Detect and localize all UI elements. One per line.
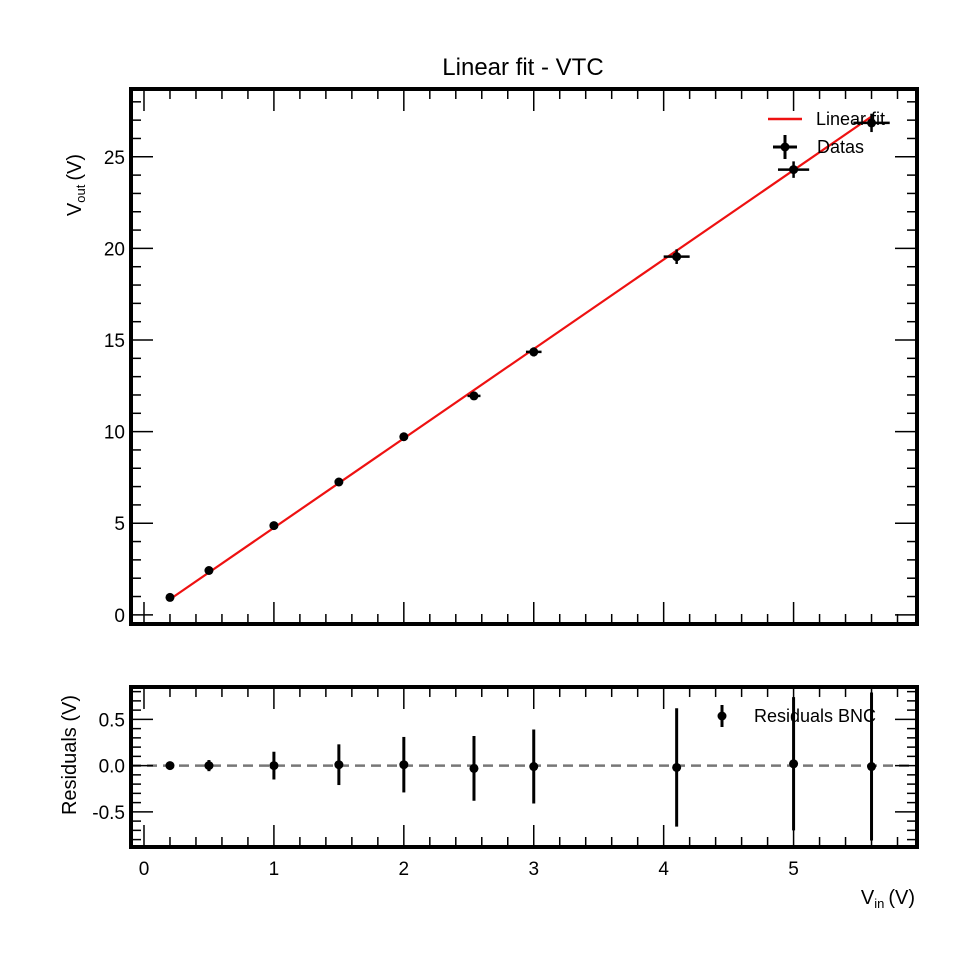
data-point-marker xyxy=(269,521,279,531)
legend-label-datas: Datas xyxy=(817,137,864,157)
data-point xyxy=(204,566,214,575)
data-point-marker xyxy=(204,566,214,575)
residuals-y-tick-labels: 0.5 0.0 -0.5 xyxy=(92,710,125,823)
fit-panel-y-tick-labels: 0 5 10 15 20 25 xyxy=(104,148,125,627)
residuals-panel-ticks xyxy=(131,687,917,847)
residual-point-marker xyxy=(789,759,799,769)
data-point xyxy=(334,477,344,487)
fit-line xyxy=(169,115,873,601)
legend-label-linear-fit: Linear fit xyxy=(816,109,885,129)
data-point xyxy=(269,521,279,531)
fit-panel-content xyxy=(165,113,890,602)
residual-point xyxy=(269,751,279,780)
residual-point xyxy=(867,692,877,841)
data-point xyxy=(165,592,175,602)
residual-point xyxy=(399,736,409,793)
y-axis-label: Vout(V) xyxy=(64,154,88,216)
y-tick-label: 10 xyxy=(104,423,125,444)
fit-panel-ticks xyxy=(131,89,917,624)
residuals-panel-frame xyxy=(129,685,919,849)
y-tick-label: 20 xyxy=(104,239,125,260)
data-point-marker xyxy=(867,118,877,128)
residual-point-marker xyxy=(334,760,344,770)
residual-point xyxy=(529,729,539,804)
data-point xyxy=(525,347,542,357)
data-point xyxy=(853,113,890,133)
y-tick-label: 5 xyxy=(114,514,125,535)
data-point xyxy=(663,249,690,264)
residuals-panel-content xyxy=(131,692,917,841)
x-tick-labels: 0 1 2 3 4 5 xyxy=(139,859,799,880)
residual-point-marker xyxy=(469,763,479,773)
data-point xyxy=(467,391,481,401)
residual-point xyxy=(334,744,344,786)
x-tick-label: 4 xyxy=(658,859,669,880)
legend-label-residuals: Residuals BNC xyxy=(754,706,876,726)
residual-y-tick-label: -0.5 xyxy=(92,803,125,824)
data-point-marker xyxy=(789,165,799,175)
data-point-marker xyxy=(334,477,344,487)
residual-point-marker xyxy=(165,761,175,771)
chart-title: Linear fit - VTC xyxy=(442,54,603,81)
x-tick-label: 3 xyxy=(528,859,539,880)
residual-point xyxy=(204,760,214,772)
fit-panel: 0 5 10 15 20 25 Linear fit - VTC Vout(V) Line… xyxy=(64,54,919,627)
residual-point-marker xyxy=(867,762,877,772)
data-point-marker xyxy=(672,252,682,262)
y-tick-label: 0 xyxy=(114,606,125,627)
data-point xyxy=(399,432,409,442)
residual-point xyxy=(672,708,682,827)
data-point-marker xyxy=(399,432,409,442)
residual-point-marker xyxy=(269,761,279,771)
x-tick-label: 0 xyxy=(139,859,150,880)
residual-y-tick-label: 0.0 xyxy=(99,757,125,778)
residuals-legend: Residuals BNC xyxy=(717,705,876,727)
residual-point-marker xyxy=(399,760,409,770)
x-tick-label: 1 xyxy=(269,859,280,880)
fit-legend: Linear fit Datas xyxy=(768,109,885,159)
legend-swatch-residuals-marker xyxy=(717,711,727,721)
residual-point xyxy=(469,736,479,801)
data-point-marker xyxy=(529,347,539,357)
y-tick-label: 15 xyxy=(104,331,125,352)
y-tick-label: 25 xyxy=(104,148,125,169)
residual-point xyxy=(165,761,175,771)
residual-point xyxy=(789,697,799,831)
residual-point-marker xyxy=(672,762,682,772)
residual-point-marker xyxy=(529,762,539,772)
x-axis-label: Vin (V) xyxy=(861,887,915,911)
x-tick-label: 5 xyxy=(788,859,799,880)
x-tick-label: 2 xyxy=(399,859,410,880)
residual-point-marker xyxy=(204,761,214,771)
residuals-y-axis-label: Residuals (V) xyxy=(59,695,81,815)
data-point-marker xyxy=(469,391,479,401)
residual-y-tick-label: 0.5 xyxy=(99,710,125,731)
legend-swatch-datas-marker xyxy=(780,142,790,152)
data-point xyxy=(777,161,810,178)
residuals-panel: 0.5 0.0 -0.5 0 1 2 3 4 5 Residuals (V) Vin (V) R… xyxy=(59,685,919,911)
data-point-marker xyxy=(165,592,175,602)
fit-panel-frame xyxy=(129,87,919,626)
